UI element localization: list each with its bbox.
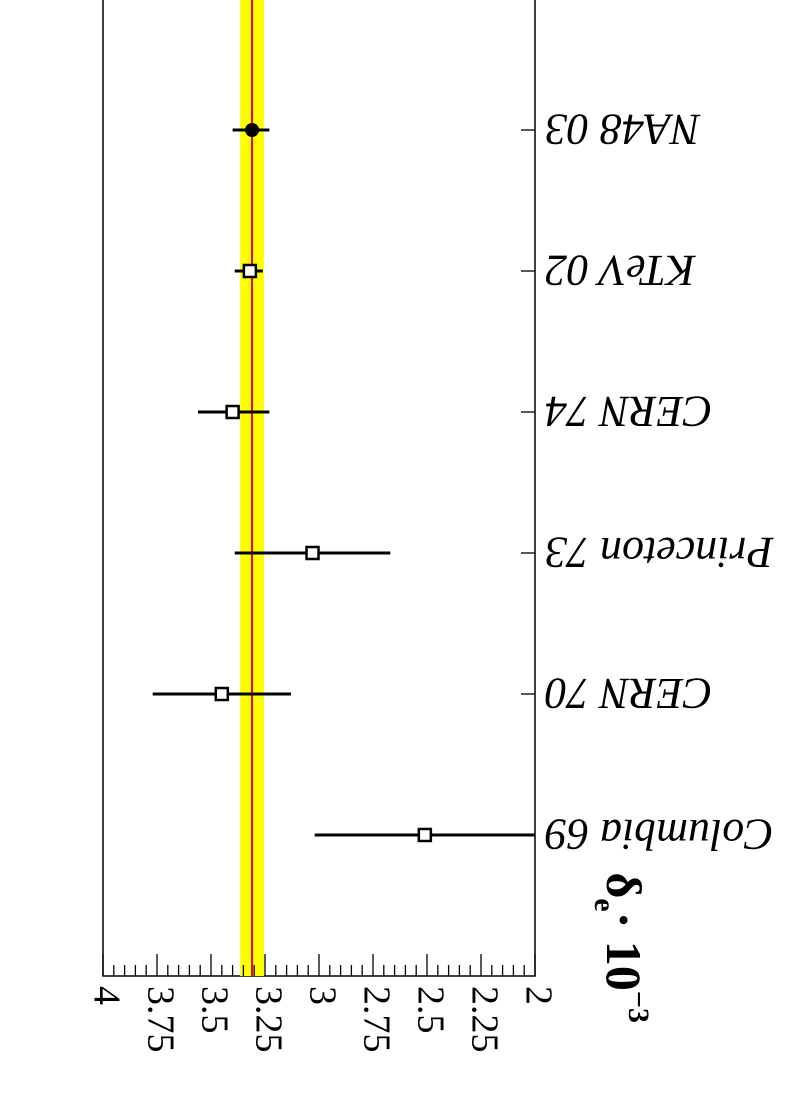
x-axis-exponent: −3	[622, 991, 655, 1023]
measurement-label: CERN 70	[545, 669, 712, 718]
rotated-plot-group: 4 3.75 3.5 3.25 3 2.75 2.5 2.25 2 NA48 03 KTeV 02…	[85, 0, 775, 1053]
point-marker-open	[417, 827, 433, 843]
measurement-label: Columbia 69	[545, 810, 774, 859]
measurement-label: KTeV 02	[545, 246, 696, 295]
point-marker-open	[242, 263, 258, 279]
x-tick-label: 4	[85, 986, 127, 1005]
x-axis-subscript: e	[588, 898, 621, 911]
data-points	[152, 123, 535, 843]
measurement-label: CERN 74	[545, 387, 712, 436]
point-marker-open	[305, 545, 320, 561]
x-tick-label: 2.25	[463, 986, 505, 1053]
x-axis-symbol: δ	[596, 872, 652, 898]
measurement-label: Princeton 73	[545, 528, 775, 577]
plot-frame	[102, 0, 536, 977]
x-axis-ticks	[102, 954, 536, 976]
x-tick-label: 3.75	[139, 986, 181, 1053]
measurement-labels: NA48 03 KTeV 02 CERN 74 Princeton 73 CERN 70…	[545, 105, 775, 859]
measurement-label: NA48 03	[545, 105, 701, 154]
x-axis-title: δe· 10−3	[588, 872, 655, 1023]
x-tick-label: 2.75	[355, 986, 397, 1053]
point-marker-open	[214, 686, 230, 702]
x-tick-label: 3.5	[193, 986, 235, 1034]
x-axis-tick-labels: 4 3.75 3.5 3.25 3 2.75 2.5 2.25 2	[85, 986, 559, 1053]
point-marker-open	[225, 404, 240, 420]
x-axis-multiplier: · 10	[596, 912, 652, 991]
x-tick-label: 3.25	[247, 986, 289, 1053]
x-tick-label: 2.5	[409, 986, 451, 1034]
x-tick-label: 2	[517, 986, 559, 1005]
x-tick-label: 3	[301, 986, 343, 1005]
point-marker-filled	[245, 123, 260, 137]
